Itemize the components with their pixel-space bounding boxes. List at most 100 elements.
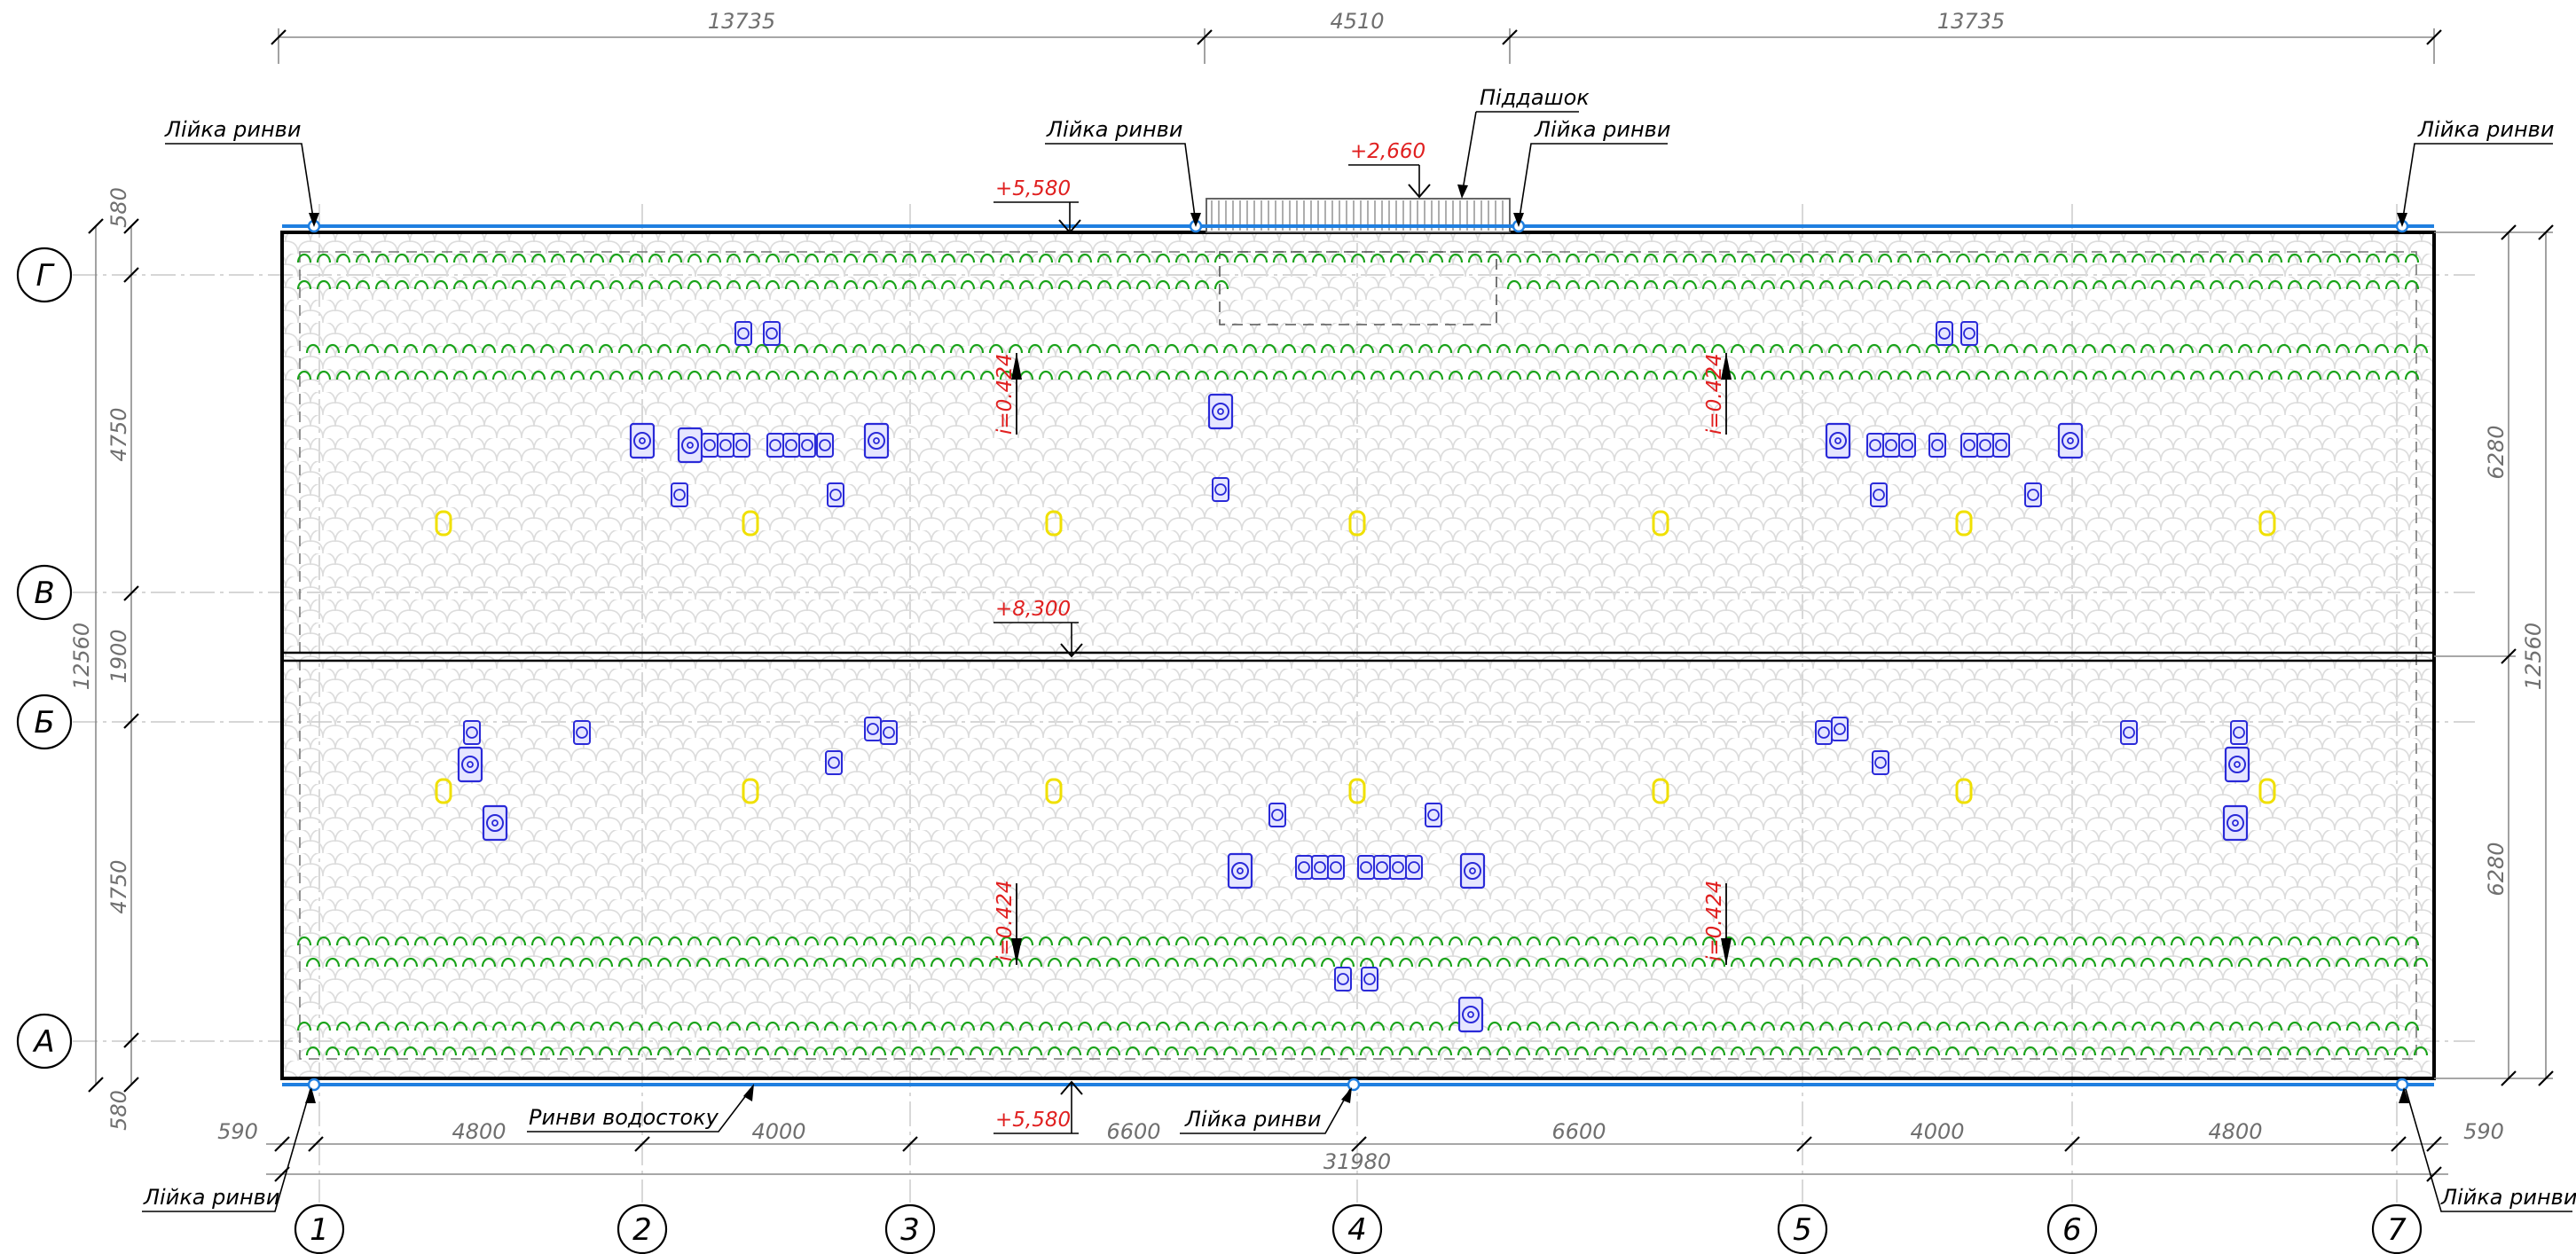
snow-guard xyxy=(1428,1021,1444,1031)
snow-guard xyxy=(2306,1021,2322,1031)
snow-guard xyxy=(2170,253,2186,263)
snow-guard xyxy=(1955,370,1971,380)
snow-guard xyxy=(1964,1046,1980,1056)
snow-guard xyxy=(2189,1021,2205,1031)
roof-outline xyxy=(280,231,2436,1080)
snow-guard xyxy=(999,279,1015,290)
snow-guard xyxy=(1535,1046,1551,1056)
snow-guard xyxy=(1682,936,1698,946)
snow-guard xyxy=(695,343,711,354)
snow-guard xyxy=(1838,253,1854,263)
snow-guard xyxy=(1857,370,1873,380)
snow-guard xyxy=(765,253,781,263)
snow-guard xyxy=(1866,957,1882,968)
snow-guard xyxy=(715,1046,731,1056)
snow-guard xyxy=(695,1046,711,1056)
snow-guard xyxy=(609,1021,624,1031)
roof-fixture-icon xyxy=(1960,321,1978,346)
roof-fixture-icon xyxy=(864,717,882,741)
roof-fixture-icon xyxy=(457,746,483,783)
snow-guard xyxy=(1604,936,1620,946)
snow-guard xyxy=(2003,343,2019,354)
snow-guard xyxy=(530,370,546,380)
snow-guard xyxy=(843,279,859,290)
dimension-top-3: 13735 xyxy=(1937,9,2005,34)
dimension-left-5: 580 xyxy=(106,1090,131,1131)
snow-guard xyxy=(1194,279,1210,290)
snow-guard xyxy=(2053,253,2069,263)
snow-guard xyxy=(940,936,956,946)
dimension-right-1: 6280 xyxy=(2484,425,2509,479)
snow-guard xyxy=(1682,370,1698,380)
snow-guard xyxy=(1038,370,1054,380)
snow-guard xyxy=(2033,936,2049,946)
snow-guard xyxy=(2042,1046,2058,1056)
snow-guard xyxy=(2003,957,2019,968)
snow-guard xyxy=(940,279,956,290)
snow-guard xyxy=(2404,1021,2420,1031)
snow-guard xyxy=(1213,936,1229,946)
snow-guard xyxy=(1818,279,1834,290)
snow-guard xyxy=(2228,936,2244,946)
snow-guard xyxy=(2209,370,2225,380)
snow-guard xyxy=(1740,279,1756,290)
snow-guard xyxy=(316,279,332,290)
snow-guard xyxy=(2198,957,2214,968)
snow-guard xyxy=(1799,370,1815,380)
snow-guard xyxy=(940,253,956,263)
snow-guard xyxy=(1545,253,1561,263)
snow-guard xyxy=(2354,957,2370,968)
snow-guard xyxy=(1760,1021,1776,1031)
snow-guard xyxy=(2209,279,2225,290)
snow-guard xyxy=(1730,1046,1746,1056)
snow-guard xyxy=(500,1046,516,1056)
snow-guard xyxy=(1077,253,1093,263)
snow-guard xyxy=(2374,343,2390,354)
snow-guard xyxy=(784,279,800,290)
snow-guard xyxy=(2404,936,2420,946)
snow-guard xyxy=(784,370,800,380)
snow-guard xyxy=(1194,370,1210,380)
snow-guard xyxy=(1662,370,1678,380)
snow-guard xyxy=(1409,253,1425,263)
snow-guard xyxy=(1311,253,1327,263)
snow-guard xyxy=(1827,957,1843,968)
snow-guard xyxy=(1545,370,1561,380)
snow-guard xyxy=(1174,936,1190,946)
snow-guard xyxy=(316,370,332,380)
snow-guard xyxy=(1818,253,1834,263)
snow-guard xyxy=(1808,957,1824,968)
snow-guard xyxy=(793,957,809,968)
snow-guard xyxy=(1467,370,1483,380)
roof-fixture-icon xyxy=(1405,855,1423,880)
snow-guard xyxy=(422,1046,438,1056)
snow-guard xyxy=(2131,253,2147,263)
snow-guard xyxy=(1682,253,1698,263)
snow-guard xyxy=(823,370,839,380)
snow-guard xyxy=(2209,1021,2225,1031)
snow-guard xyxy=(2287,936,2303,946)
snow-guard xyxy=(1174,253,1190,263)
roof-fixture-icon xyxy=(2222,804,2249,842)
snow-guard xyxy=(832,343,848,354)
snow-guard xyxy=(452,253,468,263)
snow-guard xyxy=(2345,370,2361,380)
snow-guard xyxy=(491,1021,507,1031)
snow-guard xyxy=(687,253,703,263)
dimension-right-2: 6280 xyxy=(2484,842,2509,896)
snow-guard xyxy=(394,279,410,290)
snow-guard xyxy=(2179,1046,2195,1056)
elevation-top-eave: +5,580 xyxy=(995,177,1071,200)
snow-guard xyxy=(1155,253,1171,263)
snow-guard xyxy=(656,1046,672,1056)
snow-guard xyxy=(1292,253,1308,263)
snow-guard xyxy=(511,279,527,290)
snow-guard xyxy=(316,253,332,263)
snow-guard xyxy=(2296,1046,2312,1056)
snow-guard xyxy=(472,253,488,263)
snow-guard xyxy=(1886,343,1902,354)
snow-guard xyxy=(1487,370,1503,380)
gutter-funnel-icon xyxy=(307,1078,321,1092)
dimension-top-2: 4510 xyxy=(1330,9,1384,34)
snow-guard xyxy=(1418,957,1433,968)
